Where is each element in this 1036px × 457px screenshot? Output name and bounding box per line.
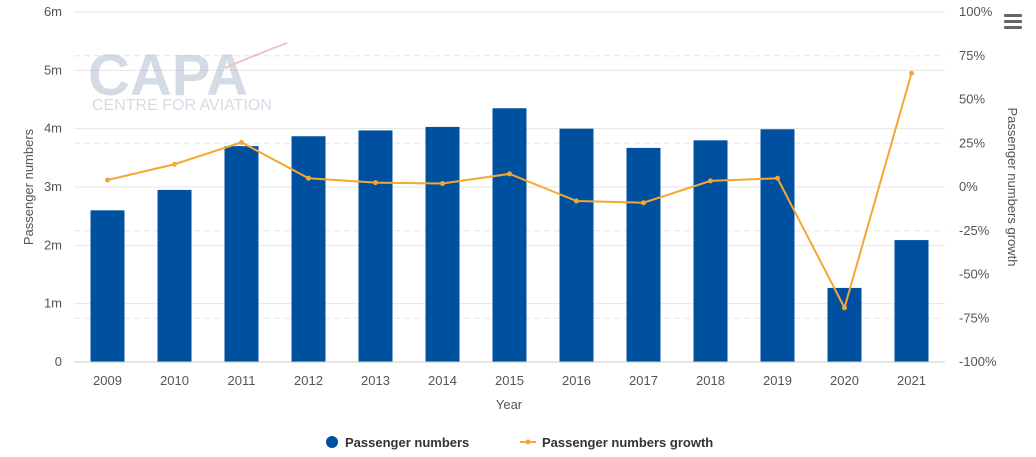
x-tick-label: 2015 xyxy=(495,373,524,388)
x-tick-label: 2011 xyxy=(228,373,256,388)
bar-2011[interactable] xyxy=(224,146,259,362)
x-tick-label: 2017 xyxy=(629,373,658,388)
y-axis-title: Passenger numbers xyxy=(21,128,36,245)
bar-2020[interactable] xyxy=(827,287,862,362)
growth-point-2016[interactable] xyxy=(574,198,579,204)
bar-series xyxy=(90,108,929,363)
y2-tick-label: 25% xyxy=(959,135,985,150)
x-tick-label: 2018 xyxy=(696,373,725,388)
growth-point-2019[interactable] xyxy=(775,175,780,181)
x-tick-label: 2020 xyxy=(830,373,859,388)
bar-2013[interactable] xyxy=(358,130,393,362)
legend-label-passenger-numbers: Passenger numbers xyxy=(345,435,469,450)
menu-bar xyxy=(1004,14,1022,17)
x-tick-label: 2014 xyxy=(428,373,457,388)
growth-point-2013[interactable] xyxy=(373,180,378,186)
bar-2009[interactable] xyxy=(90,210,125,362)
growth-point-2014[interactable] xyxy=(440,181,445,186)
growth-point-2011[interactable] xyxy=(239,139,244,145)
bar-2017[interactable] xyxy=(626,147,661,362)
menu-bar xyxy=(1004,26,1022,29)
bar-2021[interactable] xyxy=(894,240,929,362)
x-tick-label: 2019 xyxy=(763,373,792,388)
growth-point-2017[interactable] xyxy=(641,200,646,206)
y-tick-label: 5m xyxy=(44,62,62,77)
growth-point-2012[interactable] xyxy=(306,175,311,181)
legend-marker-bar xyxy=(326,436,338,448)
y-tick-label: 3m xyxy=(44,179,62,194)
legend-label-passenger-numbers-growth: Passenger numbers growth xyxy=(542,435,713,450)
bar-2010[interactable] xyxy=(157,189,192,362)
y-axis-left: 0 1m 2m 3m 4m 5m 6m xyxy=(44,4,62,369)
y-tick-label: 0 xyxy=(55,354,62,369)
y2-tick-label: -25% xyxy=(959,223,990,238)
y2-tick-label: -100% xyxy=(959,354,997,369)
y2-tick-label: 75% xyxy=(959,48,985,63)
growth-point-2010[interactable] xyxy=(172,161,177,167)
line-series xyxy=(105,70,914,311)
capa-watermark-logo: CAPA CENTRE FOR AVIATION xyxy=(88,42,288,114)
legend-item-passenger-numbers-growth[interactable]: Passenger numbers growth xyxy=(520,435,713,450)
bar-2014[interactable] xyxy=(425,126,460,363)
bar-2019[interactable] xyxy=(760,129,795,362)
growth-point-2015[interactable] xyxy=(507,171,512,177)
hamburger-menu-icon[interactable] xyxy=(1004,14,1022,30)
watermark-logo-text: CAPA xyxy=(88,43,248,108)
x-tick-label: 2016 xyxy=(562,373,591,388)
y2-tick-label: 0% xyxy=(959,179,978,194)
x-axis-title: Year xyxy=(496,397,523,412)
y-tick-label: 6m xyxy=(44,4,62,19)
watermark-swoosh-icon xyxy=(224,42,288,69)
x-tick-label: 2009 xyxy=(93,373,122,388)
growth-point-2021[interactable] xyxy=(909,70,914,76)
x-axis: 2009 2010 2011 2012 2013 2014 2015 2016 2017 2018… xyxy=(93,373,926,388)
bar-2015[interactable] xyxy=(492,108,527,362)
bar-2018[interactable] xyxy=(693,140,728,362)
y-tick-label: 4m xyxy=(44,121,62,136)
y2-tick-label: -75% xyxy=(959,310,990,325)
bar-2016[interactable] xyxy=(559,128,594,362)
menu-bar xyxy=(1004,20,1022,23)
y-tick-label: 2m xyxy=(44,237,62,252)
y2-axis-title: Passenger numbers growth xyxy=(1005,108,1020,267)
legend-marker-dot xyxy=(525,439,531,445)
y2-tick-label: 100% xyxy=(959,4,993,19)
y2-tick-label: -50% xyxy=(959,267,990,282)
legend-item-passenger-numbers[interactable]: Passenger numbers xyxy=(326,435,469,450)
x-tick-label: 2021 xyxy=(897,373,926,388)
growth-point-2020[interactable] xyxy=(842,305,847,311)
legend: Passenger numbers Passenger numbers grow… xyxy=(326,435,713,450)
x-tick-label: 2013 xyxy=(361,373,390,388)
bar-2012[interactable] xyxy=(291,136,326,362)
y-axis-right: -100% -75% -50% -25% 0% 25% 50% 75% 100% xyxy=(959,4,997,369)
growth-point-2009[interactable] xyxy=(105,177,110,183)
y2-tick-label: 50% xyxy=(959,92,985,107)
x-tick-label: 2010 xyxy=(160,373,189,388)
y-tick-label: 1m xyxy=(44,296,62,311)
growth-point-2018[interactable] xyxy=(708,178,713,184)
watermark-sub-text: CENTRE FOR AVIATION xyxy=(92,97,272,114)
x-tick-label: 2012 xyxy=(294,373,323,388)
